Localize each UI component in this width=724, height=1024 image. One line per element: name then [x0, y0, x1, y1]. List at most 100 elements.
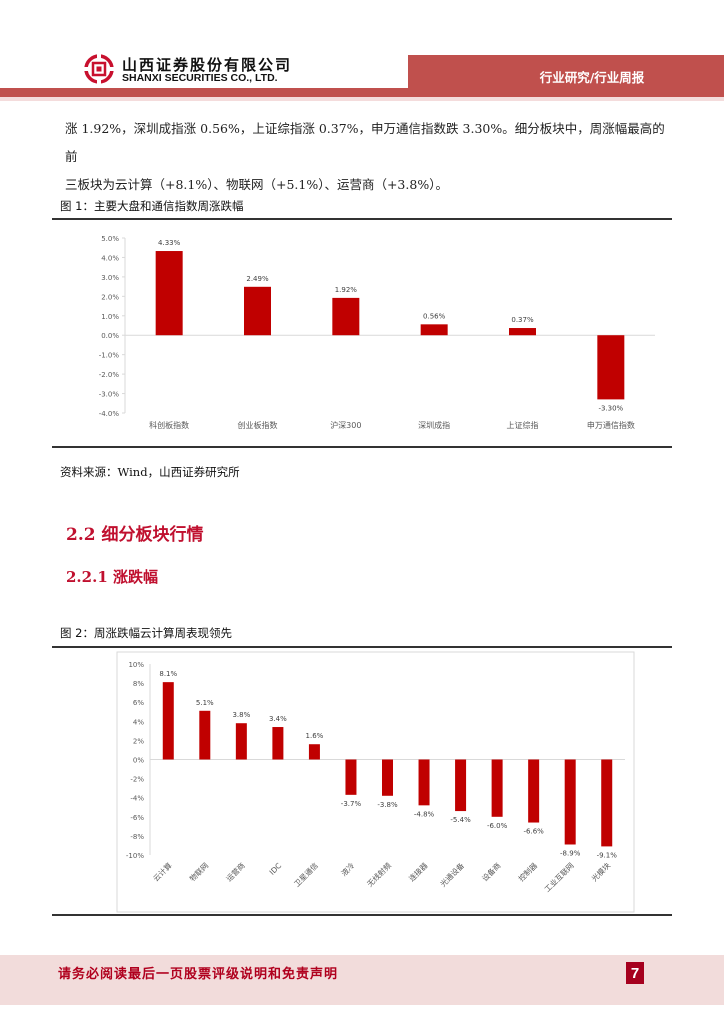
- bar: [420, 324, 448, 336]
- y-tick-label: 2%: [133, 737, 144, 745]
- paragraph-line-1: 涨 1.92%，深圳成指涨 0.56%，上证综指涨 0.37%，申万通信指数跌 …: [65, 121, 665, 164]
- company-name-cn: 山西证券股份有限公司: [122, 56, 293, 74]
- bar: [601, 759, 613, 847]
- category-label: 连接器: [406, 860, 429, 883]
- category-label: IDC: [268, 861, 284, 877]
- bar: [199, 710, 211, 760]
- bar-value-label: -8.9%: [560, 849, 581, 857]
- bar: [382, 759, 393, 796]
- body-paragraph: 涨 1.92%，深圳成指涨 0.56%，上证综指涨 0.37%，申万通信指数跌 …: [65, 115, 665, 199]
- bar-value-label: -3.30%: [598, 404, 623, 412]
- page-number: 7: [626, 962, 644, 984]
- bar: [308, 744, 320, 760]
- category-label: 光模块: [589, 860, 612, 883]
- y-tick-label: 3.0%: [101, 274, 119, 282]
- category-label: 卫星通信: [292, 860, 321, 889]
- y-tick-label: -1.0%: [99, 352, 120, 360]
- bar-value-label: -9.1%: [597, 851, 618, 859]
- bar: [244, 286, 271, 336]
- category-label: 深圳成指: [418, 420, 450, 430]
- bar: [509, 328, 536, 336]
- bar-value-label: 0.37%: [511, 316, 534, 324]
- company-name-en: SHANXI SECURITIES CO., LTD.: [122, 72, 278, 84]
- bar: [455, 759, 467, 812]
- figure2-top-rule: [52, 646, 672, 648]
- figure1-bottom-rule: [52, 446, 672, 448]
- figure2-bar-chart: 10% 8% 6% 4% 2% 0% -2% -4% -6% -8% -10% 8.1% 云计算 5.1%…: [116, 651, 635, 913]
- bar: [528, 759, 540, 823]
- y-tick-label: 8%: [133, 680, 144, 688]
- bar-value-label: 2.49%: [246, 275, 269, 283]
- category-label: 科创板指数: [149, 420, 189, 430]
- y-tick-label: -2%: [130, 776, 144, 784]
- category-label: 云计算: [151, 860, 174, 883]
- bar-value-label: 3.8%: [232, 711, 250, 719]
- bar: [597, 335, 625, 400]
- y-tick-label: -8%: [130, 833, 144, 841]
- category-label: 工业互联网: [542, 860, 576, 894]
- category-label: 无线射频: [365, 860, 394, 889]
- category-label: 申万通信指数: [587, 420, 635, 430]
- bar-value-label: 3.4%: [269, 715, 287, 723]
- bar-value-label: -3.7%: [341, 800, 362, 808]
- category-label: 物联网: [187, 860, 210, 883]
- bar-value-label: -3.8%: [377, 801, 398, 809]
- y-tick-label: -3.0%: [99, 391, 120, 399]
- y-tick-label: 6%: [133, 699, 144, 707]
- figure1-top-rule: [52, 218, 672, 220]
- y-tick-label: 4.0%: [101, 254, 119, 262]
- bar: [332, 297, 360, 336]
- y-tick-label: 0%: [133, 757, 144, 765]
- bar-value-label: -6.6%: [523, 828, 544, 836]
- category-label: 创业板指数: [238, 420, 278, 430]
- bar-value-label: 5.1%: [196, 699, 214, 707]
- figure1-title: 图 1：主要大盘和通信指数周涨跌幅: [60, 199, 244, 213]
- bar-value-label: 8.1%: [159, 670, 177, 678]
- bar-value-label: -6.0%: [487, 822, 508, 830]
- y-tick-label: 2.0%: [101, 293, 119, 301]
- header-band-shadow: [0, 97, 724, 101]
- category-label: 运营商: [224, 860, 247, 883]
- footer-band: [0, 955, 724, 1005]
- category-label: 液冷: [339, 860, 357, 878]
- y-tick-label: 10%: [128, 661, 144, 669]
- y-tick-label: 1.0%: [101, 313, 119, 321]
- header-band: [0, 88, 724, 97]
- category-label: 控制器: [516, 860, 539, 883]
- category-label: 沪深300: [330, 420, 361, 430]
- y-tick-label: -2.0%: [99, 371, 120, 379]
- bar: [418, 759, 430, 806]
- y-tick-label: -10%: [126, 852, 144, 860]
- section-heading-2-2-1: 2.2.1 涨跌幅: [66, 568, 158, 586]
- bar-value-label: 1.6%: [306, 732, 324, 740]
- bar-value-label: 1.92%: [335, 286, 358, 294]
- y-tick-label: -4%: [130, 795, 144, 803]
- y-tick-label: -4.0%: [99, 410, 120, 418]
- bar-value-label: -4.8%: [414, 810, 435, 818]
- y-tick-label: 4%: [133, 718, 144, 726]
- report-category: 行业研究/行业周报: [539, 69, 645, 85]
- bar: [162, 682, 174, 760]
- chart-frame: [116, 651, 635, 913]
- category-label: 设备商: [480, 860, 503, 883]
- bar: [345, 759, 357, 795]
- figure1-source: 资料来源：Wind，山西证券研究所: [60, 465, 240, 479]
- bar: [564, 759, 576, 845]
- report-category-box: 行业研究/行业周报: [408, 55, 724, 97]
- figure1-bar-chart: 5.0% 4.0% 3.0% 2.0% 1.0% 0.0% -1.0% -2.0% -3.0% -…: [99, 235, 655, 430]
- paragraph-line-2: 三板块为云计算（+8.1%）、物联网（+5.1%）、运营商（+3.8%）。: [65, 177, 448, 192]
- bar: [491, 759, 503, 817]
- bar-value-label: 0.56%: [423, 312, 446, 320]
- category-label: 光通设备: [438, 860, 467, 889]
- y-tick-label: 0.0%: [101, 332, 119, 340]
- y-tick-label: 5.0%: [101, 235, 119, 243]
- category-label: 上证综指: [507, 420, 539, 430]
- bar-value-label: 4.33%: [158, 239, 181, 247]
- y-tick-label: -6%: [130, 814, 144, 822]
- bar: [155, 251, 183, 336]
- section-heading-2-2: 2.2 细分板块行情: [66, 525, 204, 545]
- bar: [272, 727, 284, 760]
- figure2-bottom-rule: [52, 914, 672, 916]
- company-logo-icon: [84, 54, 114, 84]
- bar: [235, 723, 247, 760]
